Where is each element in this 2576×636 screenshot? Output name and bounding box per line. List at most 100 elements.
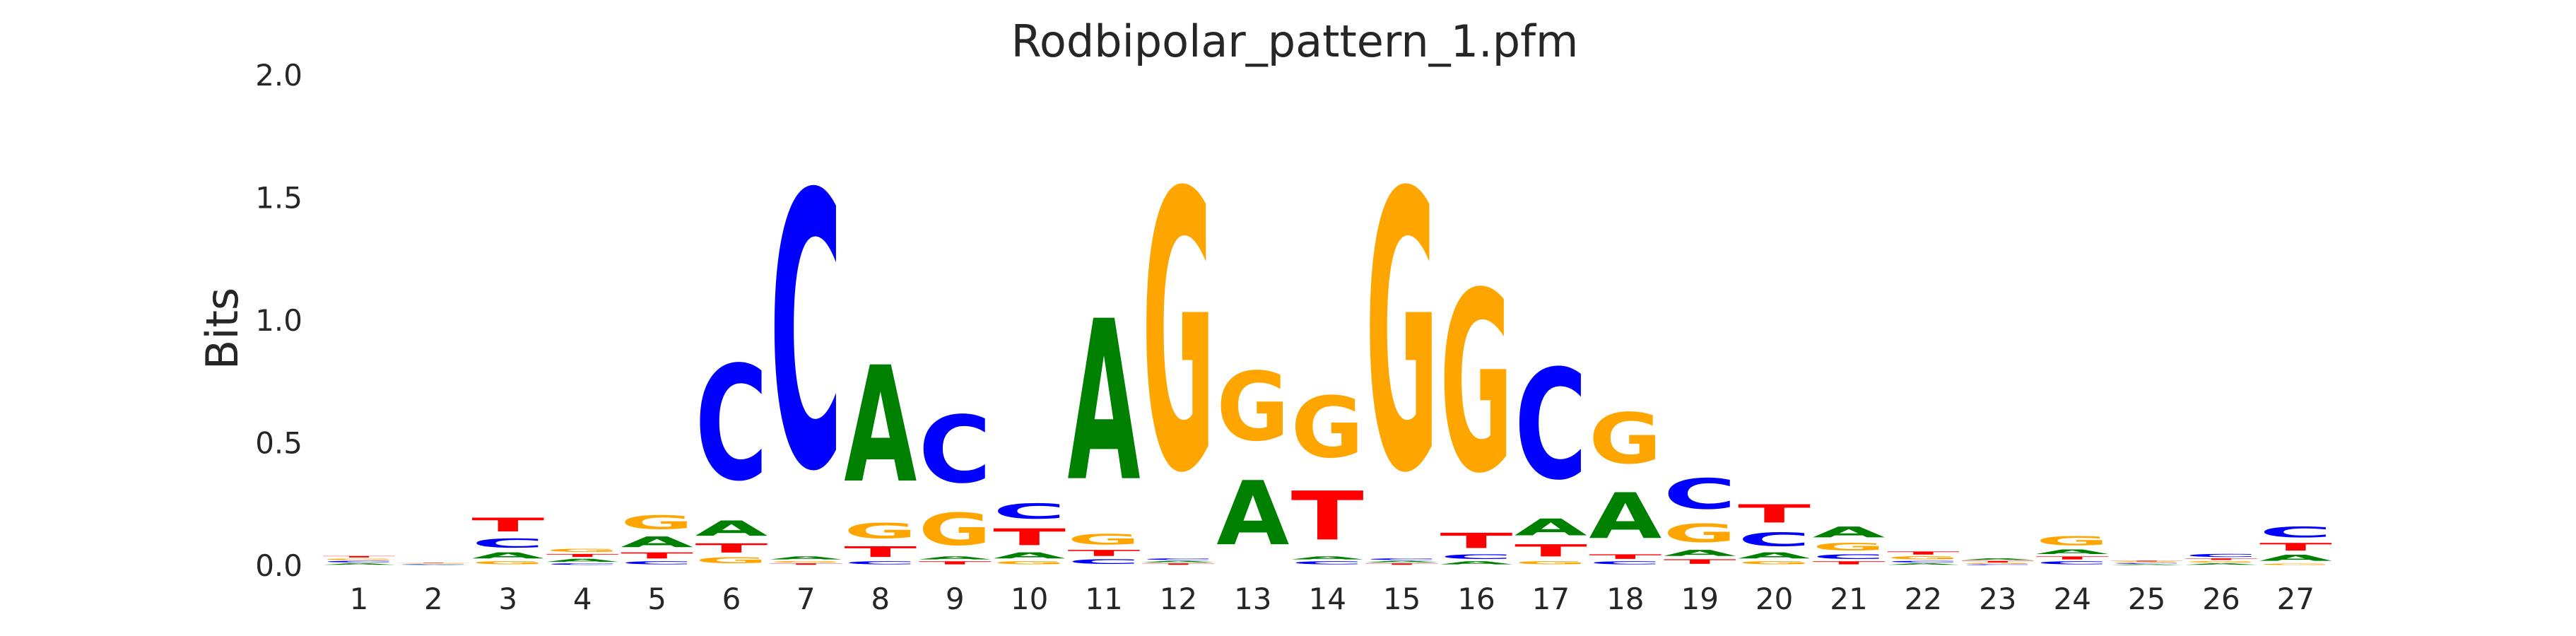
- logo-letter-c: C: [1961, 564, 2034, 565]
- logo-letter-t: T: [2185, 558, 2258, 560]
- logo-letter-g: G: [2259, 563, 2332, 565]
- logo-letter-t: T: [1589, 553, 1662, 560]
- logo-letter-a: A: [1589, 480, 1662, 553]
- logo-letter-c: C: [993, 499, 1066, 524]
- logo-letter-t: T: [1365, 563, 1438, 565]
- x-tick-label: 4: [573, 582, 592, 616]
- x-tick-label: 13: [1234, 582, 1271, 616]
- logo-letter-t: T: [2110, 560, 2183, 562]
- x-tick-label: 27: [2277, 582, 2315, 616]
- logo-letter-a: A: [2185, 563, 2258, 565]
- logo-letter-g: G: [323, 558, 396, 560]
- y-axis-ticks: 0.0 0.5 1.0 1.5 2.0: [255, 58, 302, 583]
- logo-letter-c: C: [1068, 558, 1141, 565]
- logo-letter-t: T: [1515, 541, 1587, 560]
- logo-letter-t: T: [621, 550, 693, 560]
- logo-letter-g: G: [844, 519, 917, 543]
- logo-letter-g: G: [770, 560, 842, 563]
- x-tick-label: 20: [1755, 582, 1793, 616]
- logo-letter-g: G: [1961, 563, 2034, 565]
- logo-letter-a: A: [323, 563, 396, 565]
- logo-letter-g: G: [2036, 534, 2109, 548]
- x-tick-label: 21: [1830, 582, 1867, 616]
- logo-letter-c: C: [2185, 553, 2258, 558]
- chart-title: Rodbipolar_pattern_1.pfm: [1011, 16, 1579, 67]
- y-tick-label: 0.0: [255, 548, 302, 583]
- logo-letter-c: C: [1738, 529, 1811, 550]
- logo-letter-a: A: [1291, 555, 1364, 560]
- logo-letter-c: C: [2259, 524, 2332, 541]
- x-tick-label: 25: [2128, 582, 2165, 616]
- logo-letter-t: T: [1961, 560, 2034, 563]
- logo-letter-g: G: [2110, 562, 2183, 563]
- logo-letter-t: T: [1142, 563, 1215, 565]
- x-tick-label: 5: [647, 582, 666, 616]
- x-tick-label: 23: [1979, 582, 2016, 616]
- logo-letter-a: A: [2036, 548, 2109, 555]
- logo-letter-t: T: [323, 555, 396, 558]
- logo-letter-a: A: [993, 550, 1066, 560]
- y-tick-label: 1.5: [255, 181, 302, 216]
- logo-letter-a: A: [1068, 275, 1141, 531]
- logo-letter-g: G: [695, 555, 768, 565]
- logo-letter-c: C: [2110, 563, 2183, 565]
- logo-letter-a: A: [1216, 463, 1289, 565]
- logo-letter-t: T: [1813, 560, 1886, 565]
- logo-letter-a: A: [844, 333, 917, 519]
- logo-letter-t: T: [1738, 499, 1811, 529]
- x-tick-label: 7: [796, 582, 816, 616]
- logo-letter-c: C: [919, 396, 992, 504]
- logo-letter-t: T: [2036, 555, 2109, 560]
- logo-letter-g: G: [397, 563, 470, 564]
- logo-letter-g: G: [1738, 560, 1811, 565]
- logo-letter-t: T: [471, 514, 544, 536]
- logo-letter-t: T: [919, 560, 992, 565]
- logo-letter-a: A: [1142, 560, 1215, 563]
- logo-letter-a: A: [770, 555, 842, 560]
- logo-letter-c: C: [546, 563, 619, 565]
- x-tick-label: 12: [1160, 582, 1197, 616]
- logo-letter-t: T: [546, 553, 619, 558]
- logo-letter-g: G: [1887, 555, 1960, 560]
- logo-letter-t: T: [1440, 529, 1513, 553]
- logo-letter-c: C: [1813, 553, 1886, 560]
- logo-letter-g: G: [1664, 519, 1736, 548]
- logo-letter-c: C: [2036, 560, 2109, 565]
- logo-letter-t: T: [770, 563, 842, 565]
- logo-letter-c: C: [1887, 560, 1960, 563]
- x-tick-label: 8: [871, 582, 890, 616]
- x-tick-label: 15: [1383, 582, 1421, 616]
- logo-letter-c: C: [1440, 553, 1513, 560]
- logo-letter-g: G: [621, 512, 693, 534]
- logo-letter-a: A: [1738, 550, 1811, 560]
- logo-letter-a: A: [621, 534, 693, 550]
- y-axis-label: Bits: [196, 288, 248, 370]
- logo-letter-c: C: [397, 564, 470, 565]
- logo-letter-g: G: [1365, 113, 1438, 557]
- x-tick-label: 19: [1681, 582, 1718, 616]
- logo-letter-g: G: [1515, 560, 1587, 565]
- logo-letter-a: A: [1365, 560, 1438, 563]
- x-tick-label: 3: [498, 582, 517, 616]
- logo-letter-t: T: [844, 543, 917, 560]
- logo-letter-c: C: [695, 332, 768, 516]
- logo-letter-a: A: [1961, 558, 2034, 560]
- y-tick-label: 0.5: [255, 426, 302, 461]
- logo-letter-t: T: [1664, 558, 1736, 565]
- logo-letter-c: C: [1664, 470, 1736, 519]
- logo-letter-c: C: [1291, 560, 1364, 565]
- logo-letter-a: A: [695, 517, 769, 541]
- logo-letter-a: A: [1515, 514, 1587, 541]
- logo-letter-c: C: [770, 116, 842, 555]
- logo-letter-a: A: [2259, 553, 2332, 563]
- logo-letter-t: T: [2259, 541, 2332, 553]
- x-tick-label: 11: [1085, 582, 1122, 616]
- x-tick-label: 1: [350, 582, 369, 616]
- logo-letter-c: C: [844, 560, 917, 565]
- logo-letter-g: G: [2185, 560, 2258, 563]
- logo-letter-a: A: [546, 558, 619, 563]
- logo-letter-g: G: [1440, 240, 1513, 527]
- logo-letter-a: A: [1664, 548, 1736, 558]
